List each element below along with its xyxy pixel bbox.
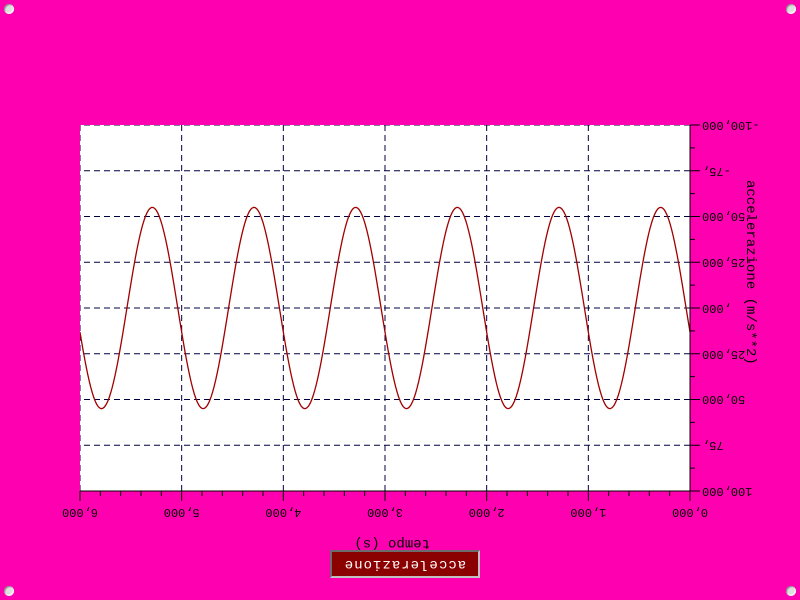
x-tick-label: 6,000 [62, 505, 98, 519]
x-tick-label: 5,000 [164, 505, 200, 519]
y-tick-label: 25,000 [702, 347, 762, 361]
y-tick-label: -50,000 [702, 210, 762, 224]
y-tick-label: 100,000 [702, 484, 762, 498]
x-tick-label: 1,000 [570, 505, 606, 519]
y-tick-label: 50,000 [702, 393, 762, 407]
x-tick-label: 2,000 [469, 505, 505, 519]
y-tick-label: ,000 [702, 301, 762, 315]
y-tick-label: -100,000 [702, 118, 762, 132]
y-tick-label: -25,000 [702, 255, 762, 269]
chart-root: accelerazione tempo (s) accelerazione (m… [0, 0, 800, 600]
x-tick-label: 0,000 [672, 505, 708, 519]
x-tick-label: 3,000 [367, 505, 403, 519]
y-tick-label: -75, [702, 164, 762, 178]
x-tick-label: 4,000 [265, 505, 301, 519]
y-tick-label: 75, [702, 438, 762, 452]
